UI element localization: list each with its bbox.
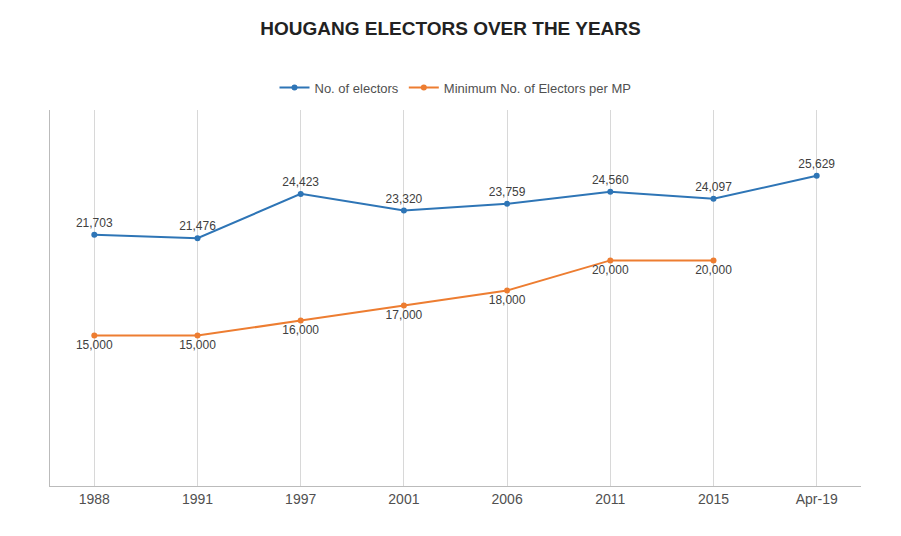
svg-text:17,000: 17,000: [386, 308, 423, 322]
svg-text:20,000: 20,000: [695, 263, 732, 277]
svg-text:2011: 2011: [595, 491, 625, 507]
svg-text:1988: 1988: [79, 491, 110, 507]
svg-text:21,476: 21,476: [179, 219, 216, 233]
svg-text:18,000: 18,000: [489, 293, 526, 307]
svg-text:2001: 2001: [388, 491, 419, 507]
svg-text:23,759: 23,759: [489, 185, 526, 199]
svg-text:Apr-19: Apr-19: [796, 491, 838, 507]
svg-text:HOUGANG ELECTORS OVER THE YEAR: HOUGANG ELECTORS OVER THE YEARS: [260, 18, 640, 39]
svg-text:21,703: 21,703: [76, 216, 113, 230]
svg-text:2006: 2006: [492, 491, 523, 507]
svg-text:1997: 1997: [285, 491, 316, 507]
svg-text:15,000: 15,000: [76, 338, 113, 352]
svg-text:15,000: 15,000: [179, 338, 216, 352]
svg-text:25,629: 25,629: [798, 157, 835, 171]
svg-text:16,000: 16,000: [282, 323, 319, 337]
svg-text:24,423: 24,423: [282, 175, 319, 189]
svg-text:2015: 2015: [698, 491, 729, 507]
svg-text:24,097: 24,097: [695, 180, 732, 194]
svg-text:Minimum No. of Electors per MP: Minimum No. of Electors per MP: [444, 81, 631, 96]
svg-text:1991: 1991: [182, 491, 213, 507]
svg-text:20,000: 20,000: [592, 263, 629, 277]
svg-text:23,320: 23,320: [386, 192, 423, 206]
svg-text:No. of electors: No. of electors: [315, 81, 399, 96]
svg-text:24,560: 24,560: [592, 173, 629, 187]
